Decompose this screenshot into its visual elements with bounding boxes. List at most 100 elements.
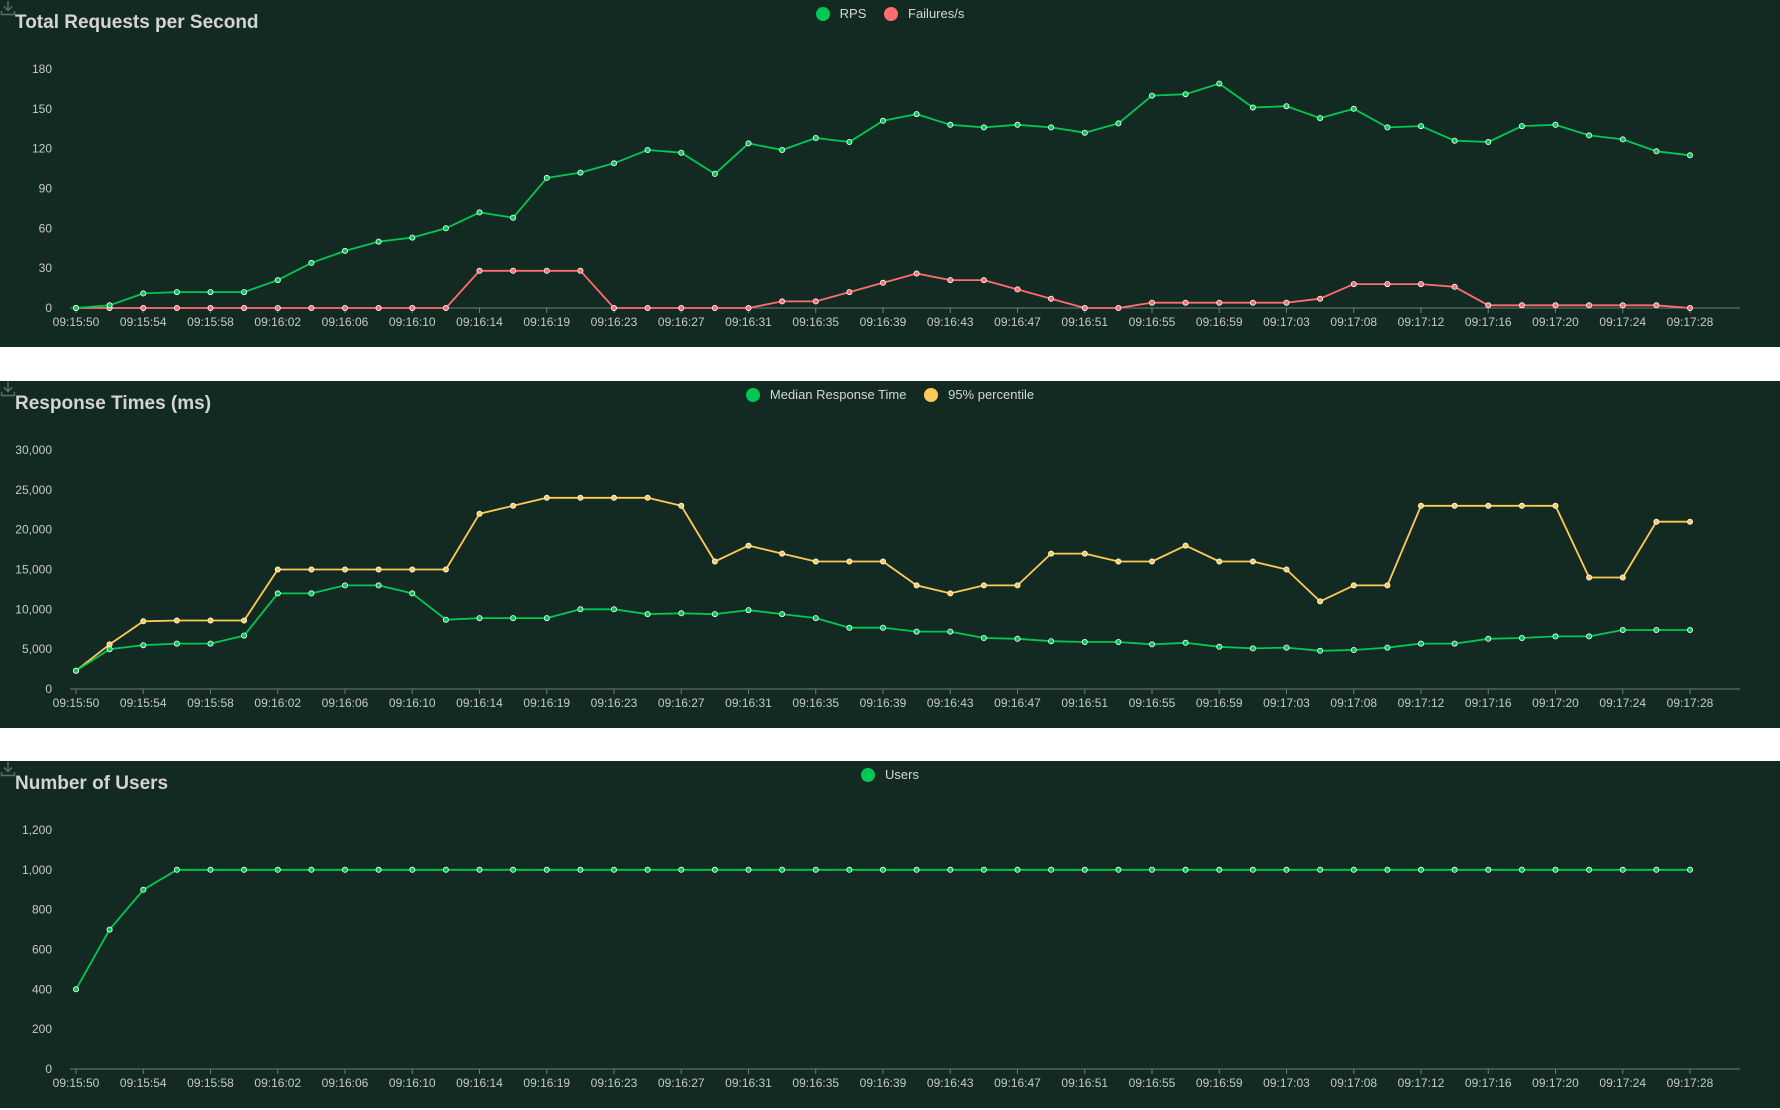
data-point-median[interactable] <box>1317 647 1324 654</box>
data-point-failures[interactable] <box>1317 295 1324 302</box>
data-point-rps[interactable] <box>1687 152 1694 159</box>
data-point-users[interactable] <box>1653 866 1660 873</box>
data-point-failures[interactable] <box>1485 302 1492 309</box>
data-point-p95[interactable] <box>1619 574 1626 581</box>
data-point-median[interactable] <box>1249 645 1256 652</box>
data-point-rps[interactable] <box>207 289 214 296</box>
data-point-failures[interactable] <box>442 304 449 311</box>
data-point-users[interactable] <box>341 866 348 873</box>
data-point-rps[interactable] <box>1081 129 1088 136</box>
data-point-users[interactable] <box>274 866 281 873</box>
data-point-median[interactable] <box>1048 638 1055 645</box>
data-point-median[interactable] <box>241 632 248 639</box>
data-point-users[interactable] <box>1014 866 1021 873</box>
data-point-median[interactable] <box>1418 640 1425 647</box>
data-point-users[interactable] <box>980 866 987 873</box>
data-point-users[interactable] <box>1451 866 1458 873</box>
data-point-median[interactable] <box>644 611 651 618</box>
data-point-median[interactable] <box>1115 638 1122 645</box>
data-point-failures[interactable] <box>1182 299 1189 306</box>
data-point-failures[interactable] <box>1350 281 1357 288</box>
data-point-rps[interactable] <box>1350 105 1357 112</box>
data-point-failures[interactable] <box>611 304 618 311</box>
data-point-p95[interactable] <box>409 566 416 573</box>
data-point-p95[interactable] <box>1350 582 1357 589</box>
data-point-median[interactable] <box>1384 644 1391 651</box>
data-point-p95[interactable] <box>207 617 214 624</box>
data-point-rps[interactable] <box>1485 138 1492 145</box>
data-point-rps[interactable] <box>1149 92 1156 99</box>
data-point-p95[interactable] <box>1081 550 1088 557</box>
data-point-rps[interactable] <box>779 146 786 153</box>
data-point-failures[interactable] <box>1518 302 1525 309</box>
data-point-rps[interactable] <box>73 304 80 311</box>
data-point-median[interactable] <box>341 582 348 589</box>
data-point-failures[interactable] <box>1687 304 1694 311</box>
data-point-p95[interactable] <box>1216 558 1223 565</box>
data-point-median[interactable] <box>173 640 180 647</box>
data-point-median[interactable] <box>1283 644 1290 651</box>
legend-item-p95[interactable]: 95% percentile <box>924 383 1034 406</box>
data-point-rps[interactable] <box>510 214 517 221</box>
data-point-rps[interactable] <box>711 170 718 177</box>
data-point-rps[interactable] <box>442 225 449 232</box>
data-point-p95[interactable] <box>1418 502 1425 509</box>
data-point-failures[interactable] <box>711 304 718 311</box>
data-point-users[interactable] <box>1249 866 1256 873</box>
data-point-failures[interactable] <box>510 267 517 274</box>
data-point-rps[interactable] <box>1586 132 1593 139</box>
data-point-users[interactable] <box>678 866 685 873</box>
download-icon[interactable] <box>0 381 16 397</box>
data-point-failures[interactable] <box>274 304 281 311</box>
data-point-users[interactable] <box>1384 866 1391 873</box>
data-point-failures[interactable] <box>241 304 248 311</box>
data-point-median[interactable] <box>510 615 517 622</box>
data-point-failures[interactable] <box>207 304 214 311</box>
data-point-failures[interactable] <box>543 267 550 274</box>
data-point-users[interactable] <box>711 866 718 873</box>
data-point-p95[interactable] <box>1048 550 1055 557</box>
download-icon[interactable] <box>0 0 16 16</box>
data-point-p95[interactable] <box>476 510 483 517</box>
data-point-rps[interactable] <box>1384 124 1391 131</box>
data-point-p95[interactable] <box>1149 558 1156 565</box>
data-point-users[interactable] <box>913 866 920 873</box>
data-point-p95[interactable] <box>779 550 786 557</box>
data-point-median[interactable] <box>543 615 550 622</box>
data-point-users[interactable] <box>207 866 214 873</box>
data-point-median[interactable] <box>1687 626 1694 633</box>
data-point-median[interactable] <box>913 628 920 635</box>
data-point-rps[interactable] <box>140 290 147 297</box>
data-point-rps[interactable] <box>308 259 315 266</box>
data-point-failures[interactable] <box>476 267 483 274</box>
data-point-median[interactable] <box>207 640 214 647</box>
data-point-p95[interactable] <box>1014 582 1021 589</box>
data-point-rps[interactable] <box>611 160 618 167</box>
data-point-users[interactable] <box>140 886 147 893</box>
data-point-p95[interactable] <box>510 502 517 509</box>
data-point-users[interactable] <box>577 866 584 873</box>
data-point-users[interactable] <box>1350 866 1357 873</box>
data-point-median[interactable] <box>476 615 483 622</box>
data-point-users[interactable] <box>611 866 618 873</box>
data-point-p95[interactable] <box>173 617 180 624</box>
data-point-p95[interactable] <box>1653 518 1660 525</box>
data-point-median[interactable] <box>274 590 281 597</box>
data-point-p95[interactable] <box>644 494 651 501</box>
data-point-median[interactable] <box>880 624 887 631</box>
data-point-failures[interactable] <box>1384 281 1391 288</box>
data-point-rps[interactable] <box>241 289 248 296</box>
data-point-failures[interactable] <box>1552 302 1559 309</box>
data-point-failures[interactable] <box>678 304 685 311</box>
data-point-users[interactable] <box>1552 866 1559 873</box>
data-point-users[interactable] <box>1518 866 1525 873</box>
data-point-failures[interactable] <box>644 304 651 311</box>
data-point-median[interactable] <box>611 606 618 613</box>
data-point-failures[interactable] <box>1249 299 1256 306</box>
data-point-p95[interactable] <box>543 494 550 501</box>
data-point-p95[interactable] <box>1182 542 1189 549</box>
data-point-users[interactable] <box>1216 866 1223 873</box>
data-point-rps[interactable] <box>1283 103 1290 110</box>
data-point-users[interactable] <box>106 926 113 933</box>
data-point-users[interactable] <box>1081 866 1088 873</box>
